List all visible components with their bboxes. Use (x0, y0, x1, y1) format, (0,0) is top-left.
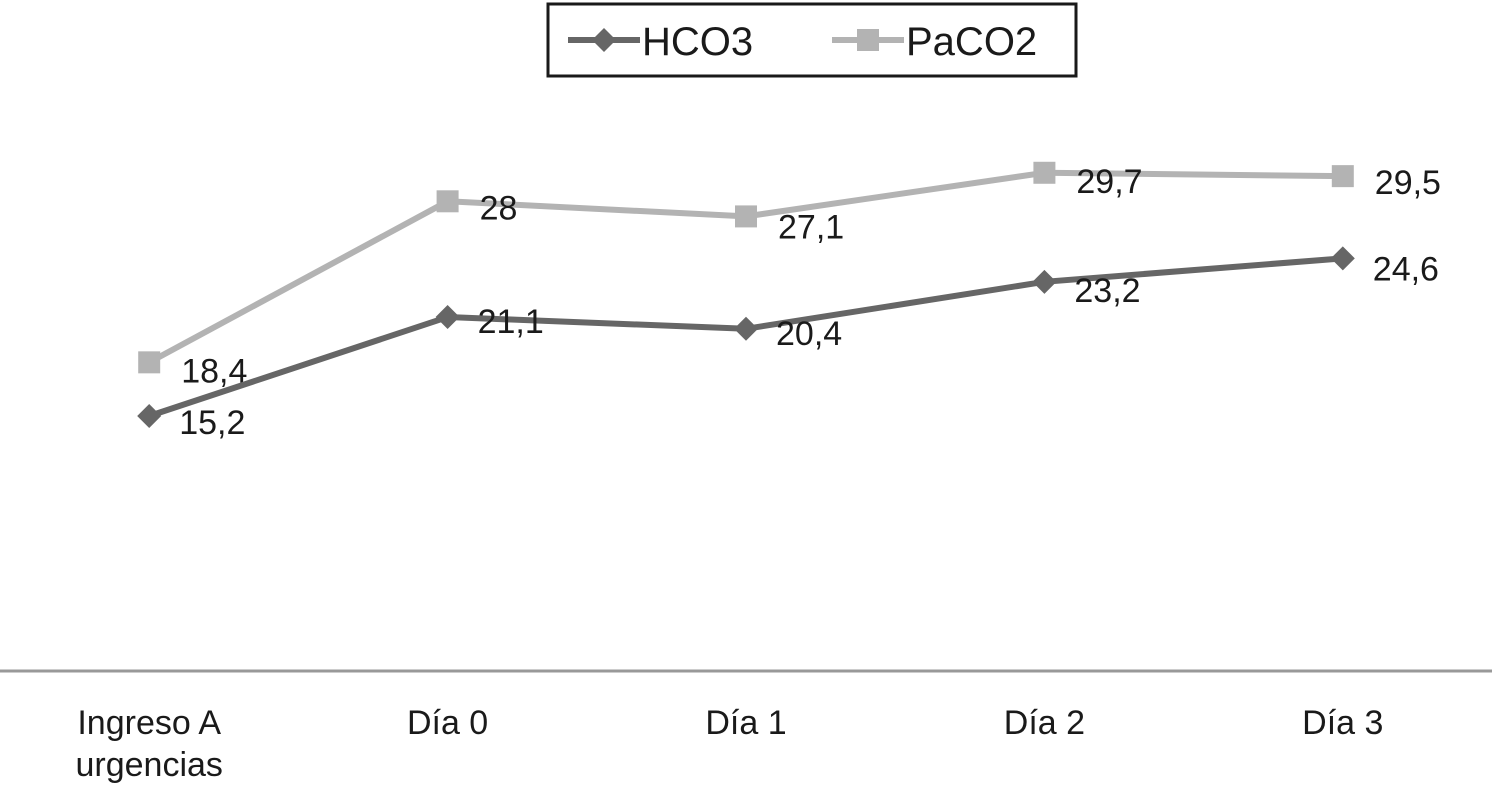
data-point (435, 305, 460, 330)
data-label: 24,6 (1373, 250, 1439, 288)
x-tick-labels: Ingreso A urgencias Día 0 Día 1 Día 2 Día 3 (75, 704, 1383, 784)
data-point (436, 190, 459, 213)
x-tick-label-line: Día 2 (1004, 704, 1085, 742)
data-label: 15,2 (179, 404, 245, 442)
data-label: 29,5 (1375, 164, 1441, 202)
data-point (734, 316, 758, 341)
data-point (735, 205, 757, 228)
data-label: 21,1 (478, 303, 544, 341)
legend-item-paco2: PaCO2 (832, 20, 1037, 64)
data-label: 27,1 (778, 208, 844, 246)
data-point (137, 404, 162, 429)
legend-swatch-marker (857, 29, 879, 51)
data-point (1033, 161, 1056, 184)
data-label: 28 (480, 189, 518, 227)
series-hco3: 15,2 21,1 20,4 23,2 24,6 (137, 246, 1439, 442)
legend: HCO3 PaCO2 (546, 2, 1078, 78)
data-point (1331, 165, 1354, 188)
x-tick-label: Día 3 (1302, 704, 1383, 742)
legend-label: HCO3 (642, 20, 753, 64)
legend-label: PaCO2 (906, 20, 1037, 64)
x-tick-label-line: Día 0 (407, 704, 488, 742)
legend-swatch-marker (592, 28, 616, 52)
x-tick-label: Día 0 (407, 704, 488, 742)
x-tick-label: Ingreso A urgencias (75, 704, 222, 784)
x-tick-label-line: urgencias (75, 746, 222, 784)
data-point (1032, 269, 1057, 294)
data-label: 29,7 (1076, 163, 1142, 201)
x-tick-label-line: Ingreso A (77, 704, 221, 742)
x-tick-label: Día 1 (705, 704, 786, 742)
legend-item-hco3: HCO3 (568, 20, 753, 64)
x-tick-label-line: Día 3 (1302, 704, 1383, 742)
data-label: 20,4 (776, 315, 842, 353)
x-tick-label-line: Día 1 (705, 704, 786, 742)
x-tick-label: Día 2 (1004, 704, 1085, 742)
data-point (138, 351, 161, 374)
data-label: 23,2 (1074, 272, 1140, 310)
data-point (1330, 246, 1355, 271)
